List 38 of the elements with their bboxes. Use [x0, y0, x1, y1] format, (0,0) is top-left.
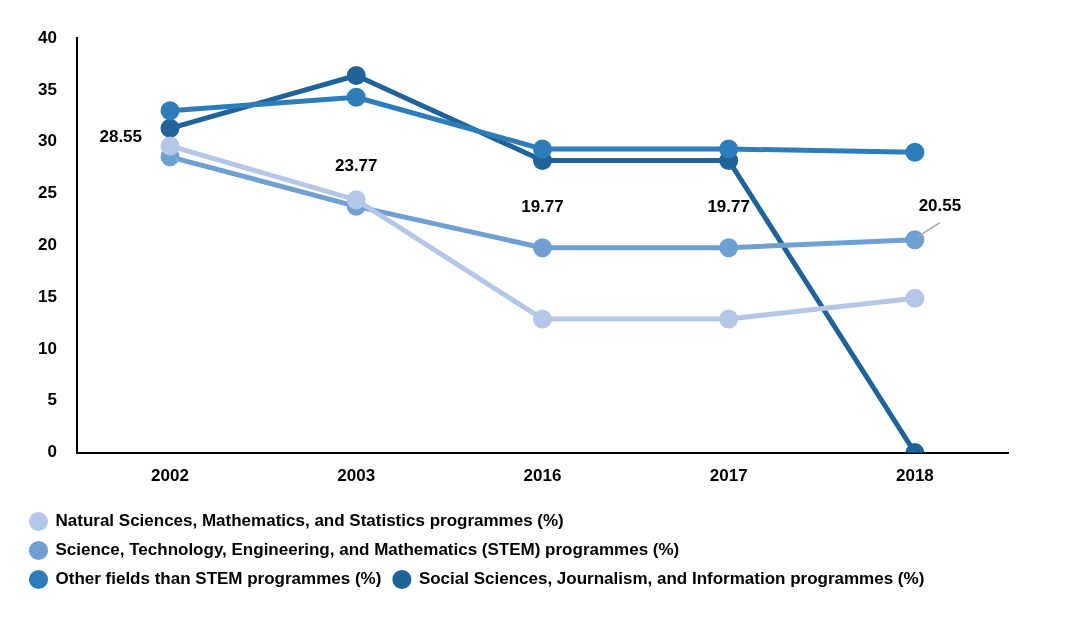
y-tick-label: 35 [37, 79, 57, 99]
legend-label: Natural Sciences, Mathematics, and Statistics programmes (%) [55, 511, 564, 531]
legend-label: Science, Technology, Engineering, and Mathematics (STEM) programmes (%) [55, 540, 680, 560]
y-tick-label: 40 [37, 27, 57, 47]
data-label: 20.55 [918, 196, 962, 216]
y-tick-label: 15 [37, 286, 57, 306]
point [905, 142, 925, 162]
point [719, 139, 739, 159]
data-label: 19.77 [521, 197, 564, 217]
data-label: 28.55 [99, 126, 143, 146]
y-tick-label: 10 [37, 338, 57, 358]
point [719, 238, 739, 258]
point [532, 139, 552, 159]
data-label: 19.77 [707, 197, 750, 217]
y-tick-label: 5 [47, 390, 57, 410]
legend-label: Other fields than STEM programmes (%) [55, 569, 382, 589]
point [160, 136, 180, 156]
x-tick-label: 2016 [523, 466, 562, 486]
point [905, 288, 925, 308]
point [346, 190, 366, 210]
point [905, 230, 925, 250]
x-tick-label: 2018 [895, 466, 934, 486]
x-tick-label: 2017 [709, 466, 748, 486]
x-tick-label: 2003 [337, 466, 376, 486]
point [532, 238, 552, 258]
point [346, 66, 366, 85]
point [160, 101, 180, 121]
point [532, 309, 552, 329]
y-tick-label: 0 [47, 442, 57, 462]
y-tick-label: 30 [37, 131, 57, 151]
y-tick-label: 20 [37, 235, 57, 255]
legend-label: Social Sciences, Journalism, and Information programmes (%) [418, 569, 925, 589]
point [160, 118, 180, 138]
data-label: 23.77 [334, 156, 378, 176]
point [346, 87, 366, 107]
y-tick-label: 25 [37, 183, 57, 203]
point [719, 309, 739, 329]
x-tick-label: 2002 [151, 466, 189, 486]
